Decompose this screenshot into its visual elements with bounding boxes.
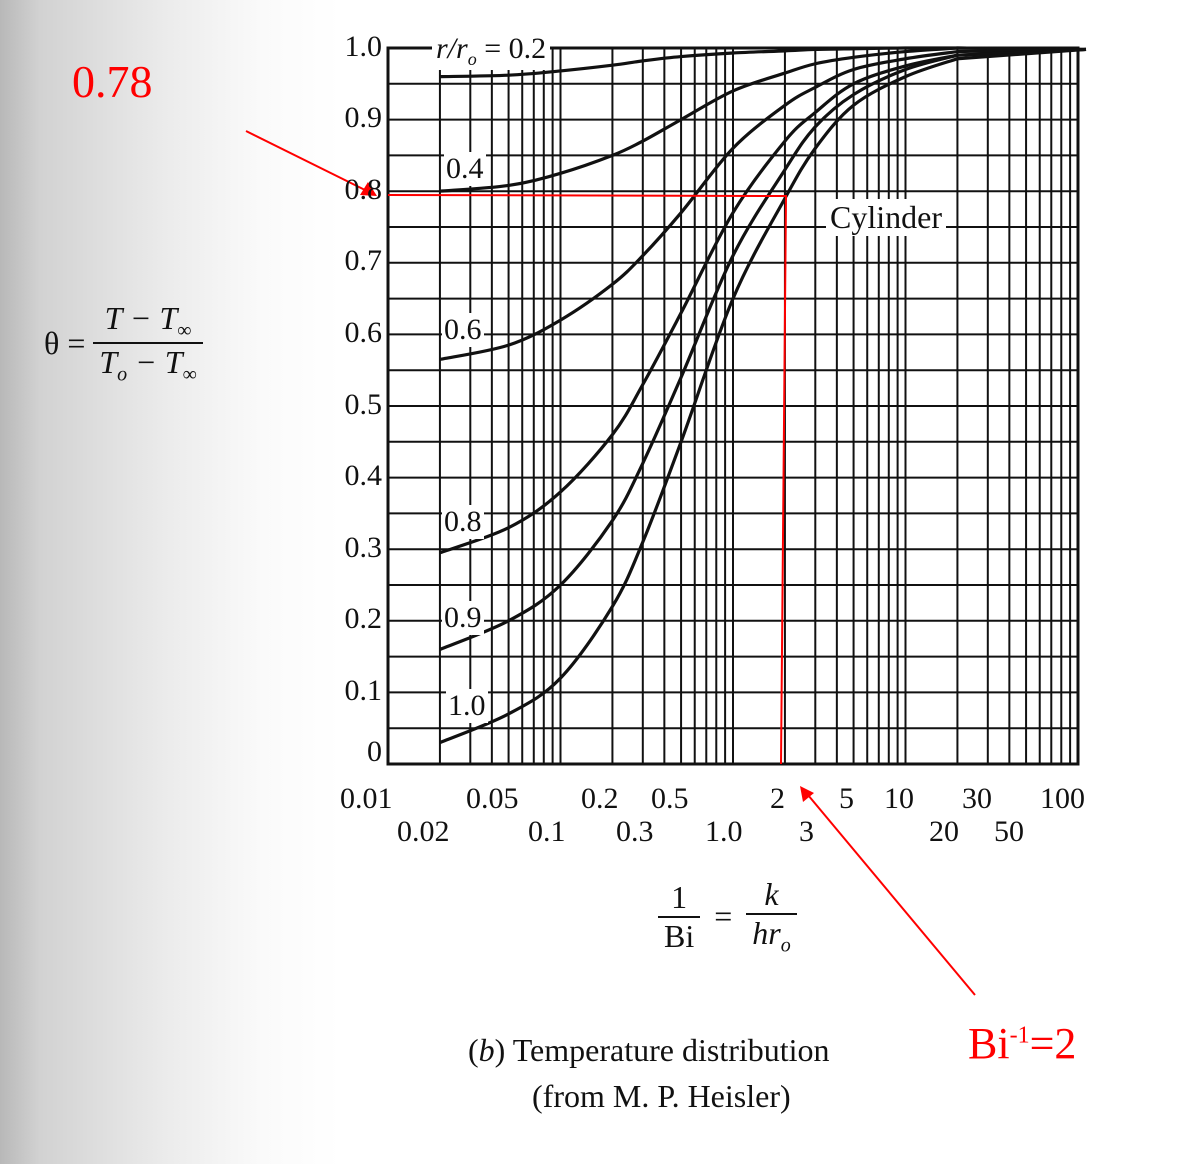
curve-1.0 — [439, 47, 1087, 744]
fraction-den: hr — [752, 915, 781, 951]
ytick: 0.4 — [344, 459, 383, 492]
subscript-o: o — [780, 934, 791, 957]
curves — [439, 46, 1087, 744]
curve-0.4 — [439, 46, 1087, 193]
theta-numerator: T − T — [104, 300, 178, 336]
xtick: 5 — [839, 782, 854, 815]
theta-lhs: θ = — [44, 324, 86, 361]
theta-denominator-b: − T — [127, 344, 183, 381]
xtick: 0.02 — [397, 815, 450, 848]
curve-label-0.6: 0.6 — [442, 313, 484, 347]
equals-sign: = — [714, 898, 733, 935]
xtick: 30 — [962, 782, 992, 815]
xtick: 10 — [884, 782, 914, 815]
xtick: 0.5 — [651, 782, 689, 815]
curve-label-0.8: 0.8 — [442, 505, 484, 539]
chart-grid — [387, 48, 1078, 764]
ytick: 0.8 — [344, 173, 383, 206]
infinity-symbol: ∞ — [177, 319, 192, 342]
infinity-symbol: ∞ — [182, 363, 197, 386]
caption-part-letter: b — [478, 1032, 495, 1068]
curve-label-0.2: r/ro = 0.2 — [432, 32, 551, 70]
ytick: 1.0 — [344, 30, 383, 63]
annotation-value: =2 — [1029, 1019, 1077, 1068]
xtick: 0.3 — [616, 815, 654, 848]
fraction-num: 1 — [671, 878, 688, 915]
caption-line-1: (b) Temperature distribution — [468, 1032, 830, 1068]
curve-label-0.4: 0.4 — [444, 152, 486, 186]
ytick: 0.6 — [344, 316, 383, 349]
xtick: 0.1 — [528, 815, 566, 848]
curve-label-0.9: 0.9 — [442, 601, 484, 635]
arrow-head-y — [360, 182, 377, 196]
ytick: 0.5 — [344, 388, 383, 421]
subscript-o: o — [117, 363, 128, 386]
fraction-den: Bi — [658, 915, 701, 955]
chart-title-cylinder: Cylinder — [826, 199, 946, 236]
annotation-theta-value: 0.78 — [72, 56, 153, 107]
curve-0.8 — [439, 47, 1087, 555]
theta-fraction: T − T∞ To − T∞ — [93, 300, 203, 387]
reference-lines — [387, 194, 788, 765]
ytick: 0.7 — [344, 244, 383, 277]
inverse-bi-fraction: 1 Bi — [658, 878, 701, 955]
theta-denominator: T — [99, 344, 118, 381]
fraction-num: k — [764, 876, 779, 912]
k-over-hr-fraction: k hro — [746, 876, 797, 957]
ytick: 0.9 — [344, 101, 383, 134]
plot-frame — [386, 46, 1080, 766]
annotation-bi-inverse: Bi-1=2 — [968, 1018, 1076, 1069]
caption-text: Temperature distribution — [505, 1032, 830, 1068]
arrow-to-y — [245, 130, 366, 191]
xtick: 20 — [929, 815, 959, 848]
ytick: 0.2 — [344, 602, 383, 635]
ytick: 0 — [367, 735, 382, 768]
xtick: 50 — [994, 815, 1024, 848]
xtick: 0.05 — [466, 782, 519, 815]
ytick: 0.1 — [344, 674, 383, 707]
curve-label-1.0: 1.0 — [446, 689, 488, 723]
arrow-head-x — [800, 786, 814, 802]
annotation-bi: Bi — [968, 1019, 1010, 1068]
curve-0.9 — [439, 47, 1087, 651]
xtick: 0.01 — [340, 782, 393, 815]
x-axis-label: 1 Bi = k hro — [658, 876, 797, 957]
curve-0.6 — [439, 47, 1087, 362]
curve-0.2 — [439, 46, 1087, 79]
xtick: 3 — [799, 815, 814, 848]
xtick: 100 — [1040, 782, 1085, 815]
xtick: 2 — [770, 782, 785, 815]
caption-line-2: (from M. P. Heisler) — [532, 1078, 791, 1114]
curve-label-text: r/r — [436, 32, 468, 65]
xtick: 1.0 — [705, 815, 743, 848]
y-axis-label: θ = T − T∞ To − T∞ — [44, 300, 203, 387]
ytick: 0.3 — [344, 531, 383, 564]
arrow-to-x — [807, 794, 976, 996]
xtick: 0.2 — [581, 782, 619, 815]
curve-label-value: = 0.2 — [484, 32, 547, 65]
annotation-exponent: -1 — [1009, 1022, 1030, 1049]
curve-label-sub: o — [467, 49, 477, 69]
